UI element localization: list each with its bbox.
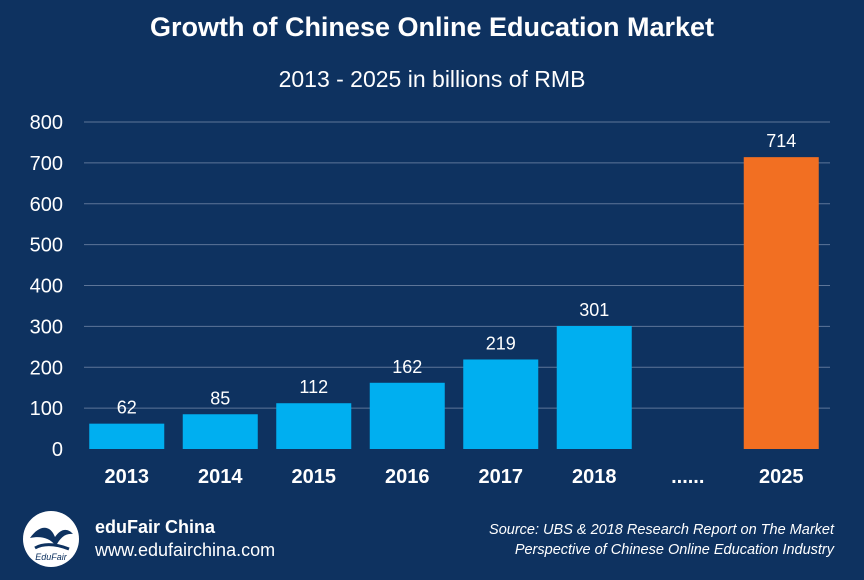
x-tick-label: ...... — [671, 466, 704, 488]
y-tick-label: 0 — [52, 439, 63, 461]
y-tick-label: 700 — [30, 153, 63, 175]
bar — [463, 359, 539, 449]
x-tick-label: 2018 — [572, 466, 617, 488]
data-label: 112 — [299, 377, 328, 397]
chart-title: Growth of Chinese Online Education Marke… — [149, 12, 715, 42]
x-tick-label: 2016 — [385, 466, 430, 488]
y-tick-label: 200 — [30, 357, 63, 379]
bar — [369, 382, 445, 449]
chart-subtitle: 2013 - 2025 in billions of RMB — [278, 66, 586, 92]
data-label: 62 — [117, 398, 137, 418]
data-label: 301 — [579, 300, 609, 320]
x-tick-label: 2013 — [105, 466, 150, 488]
x-tick-label: 2025 — [759, 466, 804, 488]
data-label: 219 — [486, 333, 516, 353]
source-line: Perspective of Chinese Online Education … — [514, 542, 834, 558]
bar — [556, 325, 632, 449]
bar — [743, 157, 819, 449]
logo-text: EduFair — [35, 552, 68, 562]
data-label: 714 — [766, 131, 796, 151]
x-tick-label: 2017 — [479, 466, 524, 488]
y-tick-label: 400 — [30, 276, 63, 298]
y-tick-label: 800 — [30, 112, 63, 134]
y-tick-label: 600 — [30, 194, 63, 216]
brand-name: eduFair China — [95, 517, 216, 537]
source-line: Source: UBS & 2018 Research Report on Th… — [489, 522, 834, 538]
edufair-logo-icon: EduFair — [23, 511, 79, 567]
data-label: 85 — [210, 388, 230, 408]
y-tick-label: 500 — [30, 235, 63, 257]
x-tick-label: 2015 — [292, 466, 337, 488]
bar — [182, 414, 258, 449]
bar — [89, 423, 165, 449]
y-tick-label: 100 — [30, 398, 63, 420]
y-tick-label: 300 — [30, 316, 63, 338]
data-label: 162 — [392, 357, 422, 377]
brand-url: www.edufairchina.com — [95, 540, 276, 560]
source-note: Source: UBS & 2018 Research Report on Th… — [414, 520, 834, 560]
bar — [276, 403, 352, 449]
x-tick-label: 2014 — [198, 466, 243, 488]
